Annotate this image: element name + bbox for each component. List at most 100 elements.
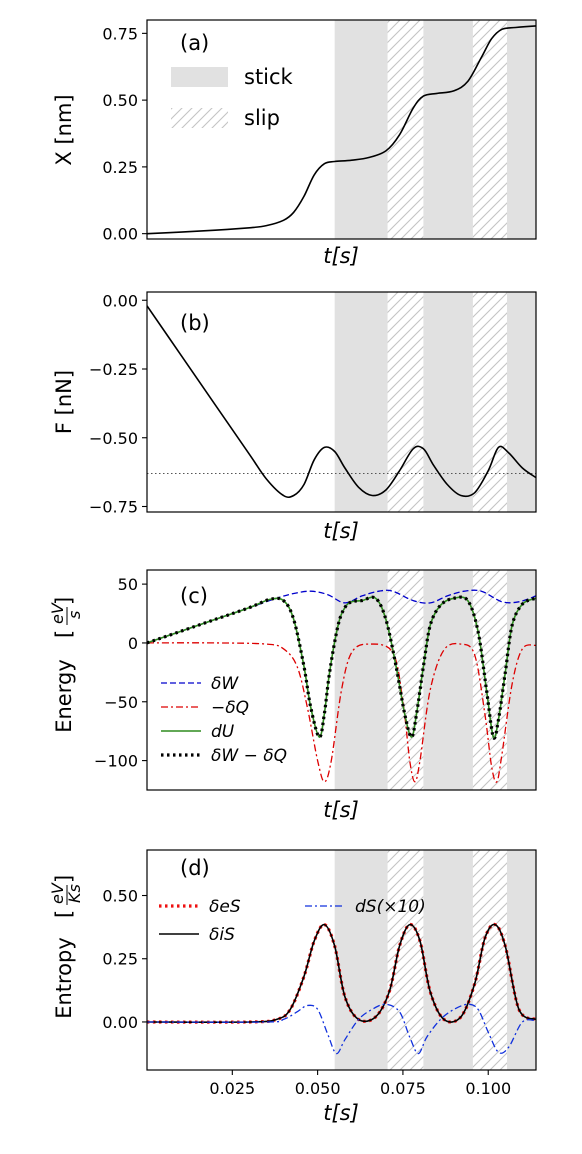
region-stick-4 bbox=[506, 20, 536, 239]
region-stick-2 bbox=[423, 20, 473, 239]
panel-d-ylabel: Entropy [ eV Ks ] bbox=[48, 875, 84, 1019]
ytick-label: 0.50 bbox=[102, 887, 138, 906]
panel-b-frame bbox=[146, 291, 537, 513]
legend-label: δW − δQ bbox=[211, 746, 287, 766]
panel-d-ticks: 0.50 0.25 0.00 0.025 0.050 0.075 0.100 bbox=[102, 887, 511, 1098]
region-stick-2 bbox=[423, 850, 473, 1070]
panel-d-frame bbox=[146, 849, 537, 1071]
ytick-label: 0.25 bbox=[102, 158, 138, 177]
panel-b-ticks: 0.00 −0.25 −0.50 −0.75 bbox=[89, 291, 147, 517]
legend-slip-swatch bbox=[171, 108, 228, 128]
panel-d-legend: δeS δiS dS(×10) bbox=[159, 897, 426, 945]
panel-d-ylabel-open: [ bbox=[52, 910, 76, 918]
panel-a-xlabel: t[s] bbox=[323, 244, 359, 268]
ytick-label: −0.25 bbox=[89, 360, 138, 379]
panel-a-ylabel: X [nm] bbox=[52, 94, 76, 165]
region-stick-4 bbox=[506, 570, 536, 790]
region-stick-2 bbox=[423, 292, 473, 512]
ytick-label: 50 bbox=[118, 575, 138, 594]
panel-a-lines bbox=[147, 25, 536, 235]
panel-d-ylabel-unit-num: eV bbox=[48, 882, 67, 904]
legend-stick-label: stick bbox=[244, 65, 294, 89]
legend-label: δiS bbox=[209, 925, 235, 945]
panel-c: 50 0 −50 −100 (c) δW −δQ dU δW − δQ Energy [ e… bbox=[48, 569, 537, 822]
panel-c-ylabel-unit-den: s bbox=[65, 611, 84, 619]
panel-b-lines bbox=[147, 305, 536, 499]
panel-d-ylabel-close: ] bbox=[52, 875, 76, 883]
panel-d-label: (d) bbox=[180, 856, 210, 880]
panel-c-frame bbox=[146, 569, 537, 791]
panel-b-xlabel: t[s] bbox=[323, 519, 359, 543]
region-stick-0 bbox=[334, 850, 388, 1070]
panel-b-label: (b) bbox=[180, 311, 210, 335]
panel-d: 0.50 0.25 0.00 0.025 0.050 0.075 0.100 (d) δeS… bbox=[48, 849, 537, 1125]
ytick-label: 0.00 bbox=[102, 1013, 138, 1032]
series-line-iS bbox=[147, 923, 536, 1023]
ytick-label: −0.50 bbox=[89, 429, 138, 448]
region-stick-0 bbox=[334, 570, 388, 790]
region-stick-0 bbox=[334, 20, 388, 239]
region-stick-4 bbox=[506, 850, 536, 1070]
series-line-WQ bbox=[147, 595, 536, 740]
region-slip-3 bbox=[472, 292, 507, 512]
panel-c-ylabel-open: [ bbox=[52, 630, 76, 638]
panel-c-lines bbox=[147, 589, 536, 783]
panel-b-ylabel: F [nN] bbox=[52, 370, 76, 434]
ytick-label: 0.25 bbox=[102, 950, 138, 969]
region-stick-4 bbox=[506, 292, 536, 512]
ytick-label: 0.00 bbox=[102, 225, 138, 244]
panel-c-label: (c) bbox=[180, 584, 208, 608]
xtick-label: 0.075 bbox=[380, 1079, 426, 1098]
region-slip-3 bbox=[472, 20, 507, 239]
panel-c-xlabel: t[s] bbox=[323, 798, 359, 822]
series-line-s0 bbox=[147, 305, 536, 499]
ytick-label: 0 bbox=[128, 634, 138, 653]
panel-d-ylabel-text: Entropy bbox=[52, 937, 76, 1019]
panel-d-ylabel-unit-den: Ks bbox=[65, 884, 84, 903]
legend-stick-swatch bbox=[171, 67, 228, 87]
panel-c-ticks: 50 0 −50 −100 bbox=[94, 575, 147, 771]
panel-c-regions bbox=[334, 570, 536, 790]
ytick-label: −100 bbox=[94, 752, 138, 771]
ytick-label: 0.50 bbox=[102, 91, 138, 110]
series-line-s0 bbox=[147, 25, 536, 235]
region-slip-1 bbox=[387, 20, 424, 239]
xtick-label: 0.050 bbox=[295, 1079, 341, 1098]
panel-b: 0.00 −0.25 −0.50 −0.75 (b) F [nN] t[s] bbox=[52, 291, 537, 543]
series-line-Q bbox=[147, 642, 536, 783]
legend-label: dS(×10) bbox=[355, 897, 426, 917]
xtick-label: 0.025 bbox=[209, 1079, 255, 1098]
panel-c-legend: δW −δQ dU δW − δQ bbox=[161, 674, 287, 766]
panel-a-frame bbox=[146, 19, 537, 240]
ytick-label: −0.75 bbox=[89, 498, 138, 517]
panel-a-regions bbox=[334, 20, 536, 239]
region-slip-1 bbox=[387, 570, 424, 790]
legend-slip-label: slip bbox=[244, 106, 280, 130]
panel-c-ylabel-text: Energy bbox=[52, 659, 76, 733]
panel-a-legend: stick slip bbox=[171, 65, 294, 130]
region-stick-2 bbox=[423, 570, 473, 790]
series-line-dS10 bbox=[147, 1003, 536, 1055]
panel-d-lines bbox=[147, 922, 536, 1055]
panel-b-regions bbox=[334, 292, 536, 512]
panel-a-label: (a) bbox=[180, 31, 209, 55]
region-slip-1 bbox=[387, 850, 424, 1070]
legend-label: δW bbox=[211, 674, 239, 694]
legend-label: dU bbox=[211, 722, 235, 742]
panel-c-ylabel-unit-num: eV bbox=[48, 602, 67, 624]
panel-a-ticks: 0.00 0.25 0.50 0.75 bbox=[102, 24, 147, 244]
ytick-label: 0.75 bbox=[102, 24, 138, 43]
ytick-label: 0.00 bbox=[102, 291, 138, 310]
region-slip-1 bbox=[387, 292, 424, 512]
panel-c-ylabel-close: ] bbox=[52, 597, 76, 605]
panel-d-xlabel: t[s] bbox=[323, 1101, 359, 1125]
ytick-label: −50 bbox=[104, 693, 138, 712]
panel-c-ylabel: Energy [ eV s ] bbox=[48, 597, 84, 733]
region-slip-3 bbox=[472, 570, 507, 790]
legend-label: δeS bbox=[209, 897, 241, 917]
legend-label: −δQ bbox=[211, 698, 249, 718]
panel-a: 0.00 0.25 0.50 0.75 (a) stick slip X [nm] t… bbox=[52, 19, 537, 268]
panel-d-regions bbox=[334, 850, 536, 1070]
region-stick-0 bbox=[334, 292, 388, 512]
